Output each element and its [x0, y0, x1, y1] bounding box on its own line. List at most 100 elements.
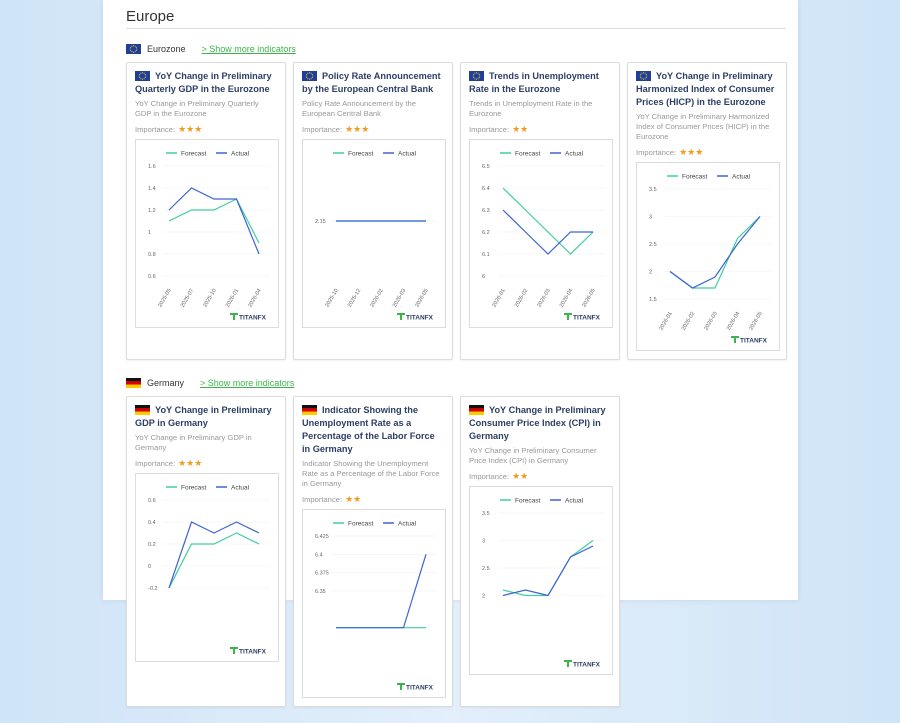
flag-star [136, 48, 138, 50]
x-tick-label: 2025-10 [324, 288, 339, 308]
x-tick-label: 2026-03 [392, 288, 407, 308]
y-tick-label: 6.425 [315, 534, 329, 540]
brand-logo: TITANFX [397, 683, 434, 692]
flag-star [131, 45, 133, 47]
flag-star [134, 45, 136, 47]
indicator-card[interactable]: YoY Change in Preliminary Quarterly GDP … [126, 62, 286, 360]
flag-star [640, 77, 642, 79]
importance-label: Importance: [636, 148, 677, 157]
flag-star [130, 46, 132, 48]
flag-stripe [126, 384, 141, 388]
legend-label: Forecast [515, 498, 540, 505]
x-tick-label: 2026-04 [247, 288, 262, 308]
flag-star [641, 72, 643, 74]
y-tick-label: 6.2 [482, 230, 490, 236]
flag-icon [469, 405, 484, 416]
flag-star [311, 73, 313, 75]
show-more-link[interactable]: > Show more indicators [200, 378, 295, 388]
legend-label: Forecast [181, 485, 206, 492]
logo-text: TITANFX [239, 315, 267, 322]
card-title: Indicator Showing the Unemployment Rate … [302, 404, 444, 456]
flag-icon [302, 71, 317, 81]
legend-label: Forecast [682, 174, 707, 181]
indicator-card[interactable]: Indicator Showing the Unemployment Rate … [293, 396, 453, 707]
x-tick-label: 2025-12 [347, 288, 362, 308]
card-title-text: YoY Change in Preliminary GDP in Germany [135, 405, 272, 428]
chart-box: Forecast Actual -0.2 0 0.2 0.4 0.6 TITANFX [135, 473, 279, 662]
logo-text: TITANFX [573, 662, 601, 669]
flag-star [138, 75, 140, 77]
series-line [168, 198, 260, 244]
flag-star [473, 73, 475, 75]
x-tick-label: 2026-01 [658, 311, 673, 331]
logo-icon [230, 313, 238, 320]
chart-box: Forecast Actual 2.15 2025-10 2025-12 2026-02 2… [302, 139, 446, 328]
brand-logo: TITANFX [731, 336, 768, 345]
importance-label: Importance: [302, 125, 343, 134]
legend-label: Actual [565, 498, 584, 505]
flag-bg [636, 71, 651, 81]
flag-star [475, 78, 478, 80]
flag-star [644, 72, 646, 74]
chart: Forecast Actual 6.35 6.375 6.4 6.425 TITANFX [315, 521, 437, 692]
flag-star [478, 77, 480, 79]
flag-icon [126, 378, 141, 388]
flag-star [143, 72, 145, 74]
flag-star [306, 77, 308, 79]
flag-star [139, 77, 141, 79]
brand-logo: TITANFX [564, 660, 601, 669]
flag-star [474, 72, 476, 74]
chart-box: Forecast Actual 1.5 2 2.5 3 3.5 2026-01 2026-02 2… [636, 162, 780, 351]
flag-star [144, 77, 146, 79]
legend-label: Actual [565, 151, 584, 158]
flag-star [474, 78, 476, 80]
indicator-card[interactable]: YoY Change in Preliminary Harmonized Ind… [627, 62, 787, 360]
flag-bg [302, 71, 317, 81]
section-name: Eurozone [147, 44, 186, 54]
flag-star [139, 73, 141, 75]
logo-text: TITANFX [740, 338, 768, 345]
x-tick-label: 2026-05 [748, 311, 763, 331]
logo-icon [397, 313, 405, 320]
card-description: YoY Change in Preliminary Consumer Price… [469, 446, 597, 465]
flag-icon [135, 405, 150, 416]
importance-stars: ★★ [345, 494, 362, 504]
importance-stars: ★★ [512, 471, 529, 481]
region-heading: Europe [126, 8, 175, 25]
flag-star [310, 78, 312, 80]
importance: Importance: ★★★ [135, 124, 277, 135]
logo-icon [564, 660, 572, 667]
y-tick-label: -0.2 [148, 586, 157, 592]
series-line [168, 532, 260, 589]
indicator-card[interactable]: Trends in Unemployment Rate in the Euroz… [460, 62, 620, 360]
indicator-card[interactable]: Policy Rate Announcement by the European… [293, 62, 453, 360]
show-more-link[interactable]: > Show more indicators [201, 44, 296, 54]
importance-label: Importance: [135, 125, 176, 134]
chart: Forecast Actual -0.2 0 0.2 0.4 0.6 TITANFX [148, 485, 270, 656]
flag-star [308, 72, 311, 74]
logo-text: TITANFX [239, 649, 267, 656]
indicator-card[interactable]: YoY Change in Preliminary GDP in Germany… [126, 396, 286, 707]
flag-stripe [302, 405, 317, 409]
series-line [502, 187, 594, 255]
y-tick-label: 6.3 [482, 208, 490, 214]
y-tick-label: 1.4 [148, 186, 156, 192]
main-panel: Europe Eurozone > Show more indicators YoY… [103, 0, 798, 707]
brand-logo: TITANFX [230, 647, 267, 656]
card-grid: YoY Change in Preliminary Quarterly GDP … [126, 62, 791, 360]
indicator-card[interactable]: YoY Change in Preliminary Consumer Price… [460, 396, 620, 707]
divider [126, 28, 786, 29]
y-tick-label: 3.5 [482, 511, 490, 517]
y-tick-label: 6.4 [482, 186, 490, 192]
chart-box: Forecast Actual 6 6.1 6.2 6.3 6.4 6.5 2026-01 202… [469, 139, 613, 328]
y-tick-label: 0.6 [148, 498, 156, 504]
importance-stars: ★★★ [178, 124, 203, 134]
y-tick-label: 1 [148, 230, 151, 236]
flag-star [129, 48, 131, 50]
flag-star [131, 51, 133, 53]
importance-stars: ★★★ [178, 458, 203, 468]
legend-label: Forecast [181, 151, 206, 158]
card-title: YoY Change in Preliminary Consumer Price… [469, 404, 611, 443]
card-title-text: Policy Rate Announcement by the European… [302, 71, 441, 94]
flag-star [646, 75, 648, 77]
